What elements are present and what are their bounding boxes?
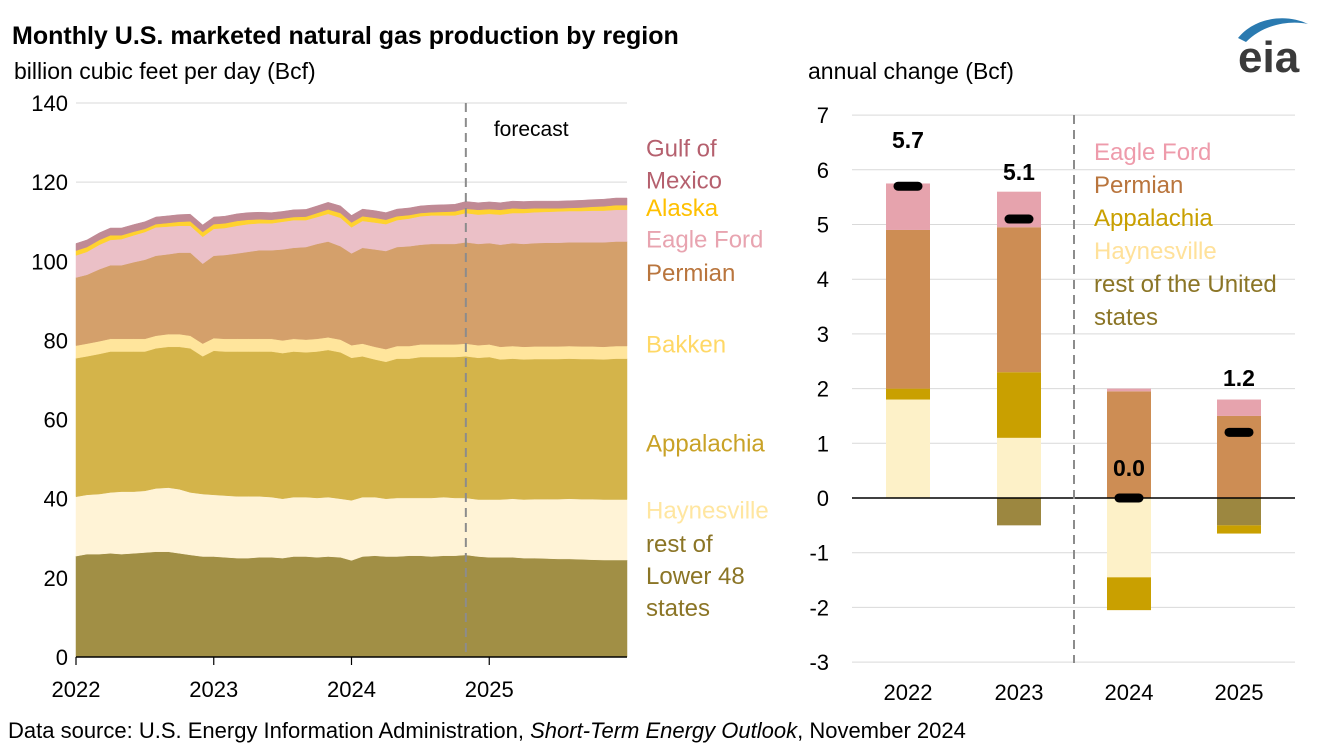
- x-tick-label: 2023: [995, 680, 1044, 705]
- legend-label: Eagle Ford: [1094, 139, 1211, 166]
- data-source: Data source: U.S. Energy Information Adm…: [8, 718, 966, 744]
- chart-title: Monthly U.S. marketed natural gas produc…: [12, 22, 679, 50]
- x-tick-label: 2025: [1215, 680, 1264, 705]
- x-tick-label: 2025: [465, 677, 514, 702]
- y-tick-label: 0: [56, 645, 68, 670]
- legend-label: Gulf of: [646, 135, 717, 162]
- y-tick-label: -1: [809, 541, 829, 566]
- area-series: [75, 551, 628, 658]
- legend-label: rest of the United: [1094, 271, 1277, 298]
- legend-label: Permian: [646, 260, 735, 287]
- bar-segment: [1107, 498, 1151, 578]
- y-tick-label: 80: [44, 328, 68, 353]
- y-tick-label: 40: [44, 487, 68, 512]
- y-tick-label: 1: [817, 431, 829, 456]
- area-series: [75, 346, 628, 501]
- area-series: [75, 241, 628, 350]
- legend-label: Permian: [1094, 172, 1183, 199]
- y-tick-label: 7: [817, 103, 829, 128]
- y-tick-label: -3: [809, 650, 829, 675]
- legend-label: Alaska: [646, 195, 719, 222]
- bar-segment: [997, 498, 1041, 526]
- bar-segment: [1217, 525, 1261, 534]
- y-tick-label: 100: [31, 249, 68, 274]
- y-tick-label: 2: [817, 377, 829, 402]
- left-axis-label: billion cubic feet per day (Bcf): [14, 58, 316, 84]
- y-tick-label: 20: [44, 566, 68, 591]
- y-tick-label: 60: [44, 408, 68, 433]
- x-tick-label: 2022: [52, 677, 101, 702]
- legend-label: Appalachia: [1094, 205, 1213, 232]
- legend-label: rest of: [646, 531, 713, 558]
- area-series: [75, 197, 628, 251]
- bar-segment: [886, 183, 930, 230]
- bar-segment: [1107, 577, 1151, 611]
- y-tick-label: -2: [809, 595, 829, 620]
- legend-label: Haynesville: [646, 498, 769, 525]
- y-tick-label: 4: [817, 267, 829, 292]
- bar-segment: [997, 437, 1041, 498]
- y-tick-label: 3: [817, 322, 829, 347]
- bar-segment: [1107, 388, 1151, 392]
- legend-label: Mexico: [646, 167, 722, 194]
- x-tick-label: 2024: [327, 677, 376, 702]
- forecast-label: forecast: [494, 118, 569, 141]
- total-label: 1.2: [1223, 365, 1255, 391]
- bar-segment: [1107, 391, 1151, 498]
- y-tick-label: 5: [817, 213, 829, 238]
- source-suffix: , November 2024: [797, 718, 966, 743]
- source-prefix: Data source: U.S. Energy Information Adm…: [8, 718, 531, 743]
- y-tick-label: 120: [31, 170, 68, 195]
- total-label: 0.0: [1113, 455, 1145, 481]
- legend-label: Eagle Ford: [646, 227, 763, 254]
- x-tick-label: 2023: [189, 677, 238, 702]
- bar-segment: [1217, 399, 1261, 416]
- legend-label: Appalachia: [646, 430, 765, 457]
- eia-logo-icon: eia: [1238, 18, 1308, 78]
- y-tick-label: 6: [817, 158, 829, 183]
- bar-segment: [1217, 498, 1261, 526]
- y-tick-label: 0: [817, 486, 829, 511]
- bar-segment: [997, 372, 1041, 438]
- legend-label: states: [646, 595, 710, 622]
- right-axis-label: annual change (Bcf): [808, 58, 1014, 84]
- right-bar-chart: -3 -2 -1 0 1 2 3 4 5 6 7 5.7 5.1 0.0 1.2 2022 2023 2024 20…: [809, 103, 1295, 705]
- bar-segment: [997, 227, 1041, 373]
- legend-label: Haynesville: [1094, 238, 1217, 265]
- y-tick-label: 140: [31, 91, 68, 116]
- legend-label: Lower 48: [646, 563, 745, 590]
- bar-segment: [886, 399, 930, 498]
- legend-label: states: [1094, 304, 1158, 331]
- eia-logo-text: eia: [1238, 33, 1300, 78]
- bar-segment: [886, 388, 930, 400]
- x-tick-label: 2024: [1105, 680, 1154, 705]
- left-area-chart: 0 20 40 60 80 100 120 140 forecast 2022 2023 2024 20…: [31, 91, 768, 702]
- bar-segment: [886, 229, 930, 389]
- legend-label: Bakken: [646, 331, 726, 358]
- source-report: Short-Term Energy Outlook: [530, 718, 798, 743]
- x-tick-label: 2022: [884, 680, 933, 705]
- total-label: 5.7: [892, 127, 924, 153]
- total-label: 5.1: [1003, 159, 1035, 185]
